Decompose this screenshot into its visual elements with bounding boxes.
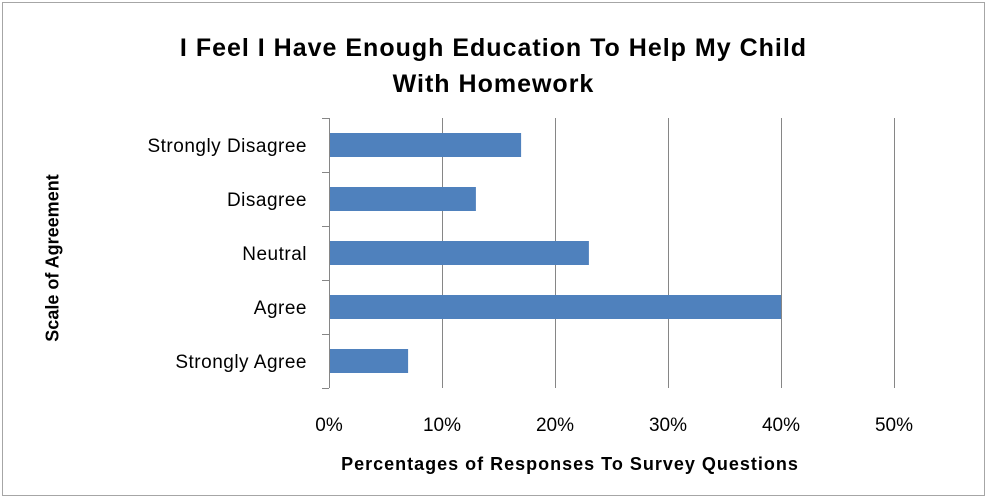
- chart-title-line-2: With Homework: [392, 70, 595, 98]
- y-tick-label-4: Strongly Agree: [175, 352, 307, 373]
- chart-title-line-1: I Feel I Have Enough Education To Help M…: [179, 34, 808, 62]
- bar-4: [329, 349, 409, 373]
- x-tick-label-5: 50%: [875, 415, 913, 436]
- x-tick-label-0: 0%: [315, 415, 343, 436]
- x-tick-label-2: 20%: [536, 415, 574, 436]
- y-tick-label-3: Agree: [254, 298, 307, 319]
- y-axis-label: Scale of Agreement: [42, 174, 63, 342]
- bar-0: [329, 133, 522, 157]
- bar-2: [329, 241, 589, 265]
- y-tick-label-0: Strongly Disagree: [147, 136, 307, 157]
- x-axis-label: Percentages of Responses To Survey Quest…: [341, 454, 799, 474]
- x-tick-label-3: 30%: [649, 415, 687, 436]
- x-tick-label-4: 40%: [762, 415, 800, 436]
- y-tick-label-2: Neutral: [242, 244, 307, 265]
- bar-1: [329, 187, 476, 211]
- y-tick-label-1: Disagree: [227, 190, 307, 211]
- x-tick-label-1: 10%: [423, 415, 461, 436]
- chart-title: I Feel I Have Enough Education To Help M…: [0, 30, 987, 102]
- bar-3: [329, 295, 781, 319]
